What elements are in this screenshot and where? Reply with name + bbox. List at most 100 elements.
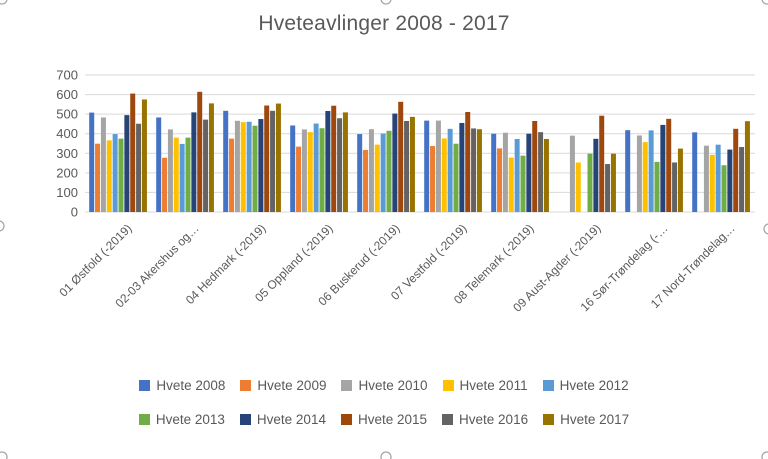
legend-item[interactable]: Hvete 2011 <box>442 378 528 393</box>
bar[interactable] <box>692 132 698 212</box>
bar[interactable] <box>208 103 214 212</box>
selection-handle[interactable] <box>763 223 768 235</box>
selection-handle[interactable] <box>380 0 392 5</box>
bar[interactable] <box>130 93 136 212</box>
bar[interactable] <box>167 129 173 212</box>
bar[interactable] <box>319 128 325 212</box>
bar[interactable] <box>430 146 436 212</box>
bar[interactable] <box>380 133 386 212</box>
bar[interactable] <box>447 128 453 212</box>
bar[interactable] <box>258 119 264 212</box>
bar[interactable] <box>727 149 733 212</box>
bar[interactable] <box>270 110 276 212</box>
chart-title[interactable]: Hveteavlinger 2008 - 2017 <box>258 12 510 35</box>
legend-item[interactable]: Hvete 2008 <box>139 378 225 393</box>
bar[interactable] <box>654 161 660 212</box>
bar[interactable] <box>342 112 348 212</box>
bar[interactable] <box>502 132 508 212</box>
bar[interactable] <box>185 137 191 212</box>
bar[interactable] <box>593 138 599 212</box>
bar[interactable] <box>497 148 503 212</box>
bar[interactable] <box>508 157 514 212</box>
bar[interactable] <box>325 111 331 212</box>
bar[interactable] <box>179 143 185 212</box>
bar[interactable] <box>141 99 147 212</box>
bar[interactable] <box>642 142 648 212</box>
selection-handle[interactable] <box>0 220 5 232</box>
bar[interactable] <box>275 103 281 212</box>
selection-handle[interactable] <box>380 451 392 459</box>
bar[interactable] <box>374 144 380 212</box>
bar[interactable] <box>313 123 319 212</box>
legend-item[interactable]: Hvete 2009 <box>240 378 326 393</box>
bar[interactable] <box>666 118 672 212</box>
bar[interactable] <box>610 153 616 212</box>
bar[interactable] <box>660 124 666 212</box>
bar[interactable] <box>191 112 197 212</box>
bar[interactable] <box>465 111 471 212</box>
bar[interactable] <box>672 162 678 212</box>
bar[interactable] <box>95 143 101 212</box>
bar[interactable] <box>392 113 398 212</box>
bar[interactable] <box>599 115 605 212</box>
bar[interactable] <box>337 118 343 212</box>
bar[interactable] <box>648 130 654 212</box>
bar[interactable] <box>203 119 209 212</box>
bar[interactable] <box>441 138 447 212</box>
bar[interactable] <box>636 135 642 212</box>
selection-handle[interactable] <box>0 451 8 459</box>
bar[interactable] <box>307 132 313 212</box>
legend-item[interactable]: Hvete 2010 <box>341 378 428 393</box>
bar[interactable] <box>471 128 477 212</box>
bar[interactable] <box>514 138 520 212</box>
bar[interactable] <box>112 134 118 212</box>
bar[interactable] <box>459 122 465 212</box>
bar[interactable] <box>575 162 581 212</box>
bar[interactable] <box>476 129 482 212</box>
bar[interactable] <box>331 105 337 212</box>
bar[interactable] <box>229 138 235 212</box>
bar[interactable] <box>721 165 727 212</box>
bar[interactable] <box>744 121 750 212</box>
bar[interactable] <box>587 153 593 212</box>
bar[interactable] <box>296 146 302 212</box>
bar[interactable] <box>301 129 307 212</box>
bar[interactable] <box>234 120 240 212</box>
legend-item[interactable]: Hvete 2012 <box>542 378 629 393</box>
bar[interactable] <box>424 120 430 212</box>
legend-item[interactable]: Hvete 2013 <box>138 412 225 427</box>
bar[interactable] <box>625 130 631 212</box>
bar[interactable] <box>386 130 392 212</box>
selection-handle[interactable] <box>761 0 768 5</box>
bar[interactable] <box>246 121 252 212</box>
bar[interactable] <box>357 134 363 212</box>
bar[interactable] <box>703 145 709 212</box>
legend-item[interactable]: Hvete 2014 <box>239 412 326 427</box>
bar[interactable] <box>709 154 715 212</box>
bar[interactable] <box>223 110 229 212</box>
bar[interactable] <box>368 129 374 212</box>
bar[interactable] <box>453 143 459 212</box>
bar[interactable] <box>543 138 549 212</box>
bar[interactable] <box>491 133 497 212</box>
legend-item[interactable]: Hvete 2016 <box>442 412 528 427</box>
bar[interactable] <box>162 157 168 212</box>
bar[interactable] <box>569 135 575 212</box>
bar[interactable] <box>532 120 538 212</box>
bar[interactable] <box>677 148 683 212</box>
bar[interactable] <box>252 125 258 212</box>
bar[interactable] <box>435 120 441 212</box>
bar[interactable] <box>118 138 124 212</box>
bar[interactable] <box>264 105 270 212</box>
bar[interactable] <box>136 123 142 212</box>
bar[interactable] <box>398 101 404 212</box>
selection-handle[interactable] <box>761 451 768 459</box>
bar[interactable] <box>89 112 95 212</box>
bar[interactable] <box>733 128 739 212</box>
bar[interactable] <box>739 147 745 212</box>
bar[interactable] <box>100 117 106 212</box>
bar[interactable] <box>404 120 410 212</box>
legend-item[interactable]: Hvete 2015 <box>340 412 427 427</box>
bar[interactable] <box>520 155 526 212</box>
